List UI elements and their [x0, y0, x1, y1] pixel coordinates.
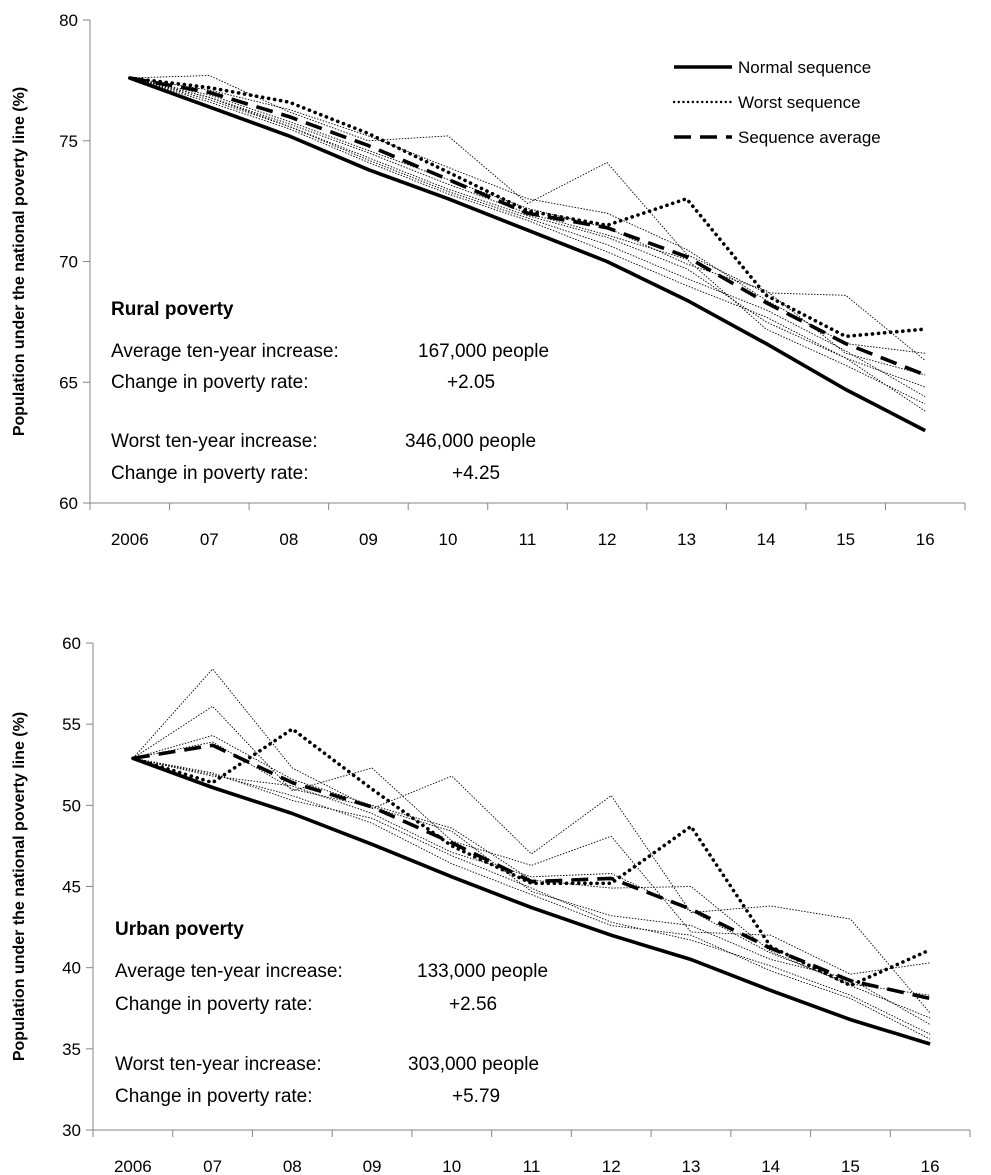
y-tick-label: 60 [62, 634, 81, 653]
x-tick-label: 11 [519, 530, 537, 549]
annotation-label: Average ten-year increase: [115, 961, 343, 982]
annotation-label: Change in poverty rate: [111, 372, 309, 393]
annotation-value: 167,000 people [418, 341, 549, 362]
x-tick-label: 2006 [114, 1157, 152, 1175]
simulated-sequence-line [132, 757, 931, 1040]
annotation-value: +4.25 [452, 463, 500, 484]
y-axis-title: Population under the national poverty li… [11, 712, 28, 1061]
annotation-value: +2.56 [449, 994, 497, 1015]
x-tick-label: 16 [921, 1157, 940, 1175]
annotation-value: 346,000 people [405, 431, 536, 452]
simulated-sequence-line [132, 757, 931, 996]
average-sequence-line [129, 76, 926, 377]
y-tick-label: 75 [59, 132, 78, 151]
simulated-sequence-line [132, 668, 931, 1014]
x-tick-label: 12 [598, 530, 617, 549]
legend-label-normal: Normal sequence [738, 58, 871, 77]
x-tick-label: 2006 [111, 530, 149, 549]
annotation-label: Change in poverty rate: [115, 994, 313, 1015]
annotation-value: 303,000 people [408, 1054, 539, 1075]
simulated-sequence-line [132, 757, 931, 1035]
y-tick-label: 70 [59, 253, 78, 272]
annotation-label: Change in poverty rate: [111, 463, 309, 484]
x-tick-label: 07 [200, 530, 219, 549]
x-tick-label: 09 [359, 530, 378, 549]
annotation-title: Urban poverty [115, 919, 244, 940]
y-axis-title: Population under the national poverty li… [11, 87, 28, 436]
simulated-sequence-line [129, 77, 926, 412]
x-tick-label: 15 [836, 530, 855, 549]
x-tick-label: 08 [283, 1157, 302, 1175]
y-tick-label: 60 [59, 494, 78, 513]
simulated-sequence-line [129, 77, 926, 388]
simulated-sequence-line [129, 77, 926, 376]
y-tick-label: 65 [59, 373, 78, 392]
y-tick-label: 50 [62, 796, 81, 815]
x-tick-label: 15 [841, 1157, 860, 1175]
annotation-label: Worst ten-year increase: [111, 431, 318, 452]
x-tick-label: 14 [761, 1157, 780, 1175]
x-tick-label: 07 [203, 1157, 222, 1175]
x-tick-label: 11 [523, 1157, 541, 1175]
legend: Normal sequence Worst sequence Sequence av… [672, 58, 881, 147]
simulated-sequence-line [129, 75, 926, 361]
x-tick-label: 14 [757, 530, 776, 549]
rural-poverty-chart: 60 65 70 75 80 2006 07 08 09 10 11 12 13 14 15 16 Popula… [11, 11, 966, 549]
x-tick-label: 10 [442, 1157, 461, 1175]
y-tick-label: 45 [62, 878, 81, 897]
x-tick-label: 10 [438, 530, 457, 549]
y-tick-label: 80 [59, 11, 78, 30]
legend-label-worst: Worst sequence [738, 93, 861, 112]
annotation-value: +5.79 [452, 1086, 500, 1107]
simulated-sequence-line [129, 77, 926, 398]
simulated-sequence-line [132, 705, 931, 975]
normal-sequence-line [132, 756, 931, 1046]
urban-poverty-chart: 30 35 40 45 50 55 60 2006 07 08 09 10 11 12 13 14 15 16 Po… [11, 634, 971, 1175]
normal-sequence-line [129, 76, 927, 433]
legend-label-average: Sequence average [738, 128, 881, 147]
y-tick-label: 55 [62, 715, 81, 734]
annotation-value: 133,000 people [417, 961, 548, 982]
simulated-sequence-line [129, 77, 926, 354]
annotation-label: Worst ten-year increase: [115, 1054, 322, 1075]
y-tick-label: 30 [62, 1121, 81, 1140]
x-tick-label: 13 [677, 530, 696, 549]
x-tick-label: 16 [916, 530, 935, 549]
worst-sequence-line [131, 727, 932, 988]
worst-sequence-line [128, 76, 928, 339]
x-tick-label: 13 [681, 1157, 700, 1175]
x-tick-label: 09 [363, 1157, 382, 1175]
annotation-label: Average ten-year increase: [111, 341, 339, 362]
annotation-title: Rural poverty [111, 299, 234, 320]
y-tick-label: 35 [62, 1040, 81, 1059]
x-tick-label: 08 [279, 530, 298, 549]
annotation-value: +2.05 [447, 372, 495, 393]
y-tick-label: 40 [62, 959, 81, 978]
x-tick-label: 12 [602, 1157, 621, 1175]
annotation-label: Change in poverty rate: [115, 1086, 313, 1107]
simulated-sequence-line [132, 741, 931, 1025]
